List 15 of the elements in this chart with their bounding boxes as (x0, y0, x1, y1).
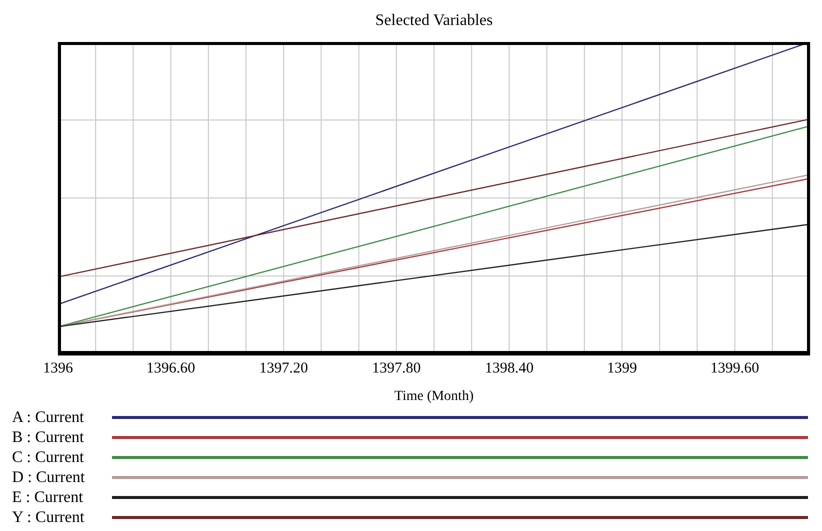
x-tick-label: 1398.40 (484, 360, 534, 377)
legend-label: Y : Current (12, 509, 86, 527)
legend-label: A : Current (12, 409, 85, 427)
x-tick-label: 1396.60 (146, 360, 196, 377)
legend-label: B : Current (12, 429, 85, 447)
legend-label: C : Current (12, 449, 85, 467)
legend-label: D : Current (12, 469, 86, 487)
x-tick-label: 1397.80 (372, 360, 421, 377)
x-axis-title: Time (Month) (394, 389, 474, 404)
x-tick-label: 1399 (607, 360, 637, 377)
chart-title: Selected Variables (374, 12, 494, 30)
x-tick-label: 1396 (43, 360, 74, 377)
x-tick-label: 1399.60 (710, 360, 760, 377)
x-tick-label: 1397.20 (259, 360, 308, 377)
legend-label: E : Current (12, 489, 84, 507)
